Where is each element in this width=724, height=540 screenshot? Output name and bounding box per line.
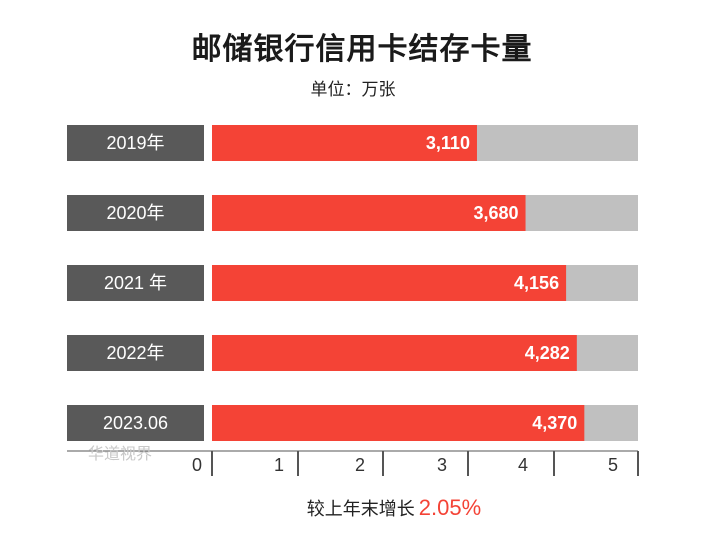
category-label: 2021 年 [104, 273, 167, 293]
category-label: 2023.06 [103, 413, 168, 433]
data-label: 4,282 [525, 343, 570, 363]
bar [212, 125, 477, 161]
x-tick-label: 4 [518, 455, 528, 475]
growth-footer: 较上年末增长 2.05% [0, 495, 724, 521]
x-tick-label: 1 [274, 455, 284, 475]
x-tick-label: 2 [355, 455, 365, 475]
x-tick-label: 5 [608, 455, 618, 475]
category-label: 2022年 [106, 343, 164, 363]
category-box [67, 195, 204, 231]
data-label: 3,110 [426, 133, 470, 153]
bar [212, 265, 567, 301]
category-box [67, 125, 204, 161]
category-label: 2019年 [106, 133, 164, 153]
growth-label: 较上年末增长 [306, 499, 415, 519]
x-tick-label: 0 [192, 455, 202, 475]
category-label: 2020年 [106, 203, 164, 223]
data-label: 3,680 [473, 203, 518, 223]
data-label: 4,370 [532, 413, 577, 433]
category-box [67, 265, 204, 301]
watermark: 华道视界 [88, 446, 153, 463]
bar [212, 195, 526, 231]
category-box [67, 405, 204, 441]
growth-value: 2.05% [418, 495, 482, 520]
category-box [67, 335, 204, 371]
chart-title: 邮储银行信用卡结存卡量 [191, 33, 533, 66]
chart-subtitle: 单位：万张 [310, 80, 396, 99]
bar [212, 405, 585, 441]
x-tick-label: 3 [437, 455, 447, 475]
data-label: 4,156 [514, 273, 559, 293]
bar [212, 335, 577, 371]
